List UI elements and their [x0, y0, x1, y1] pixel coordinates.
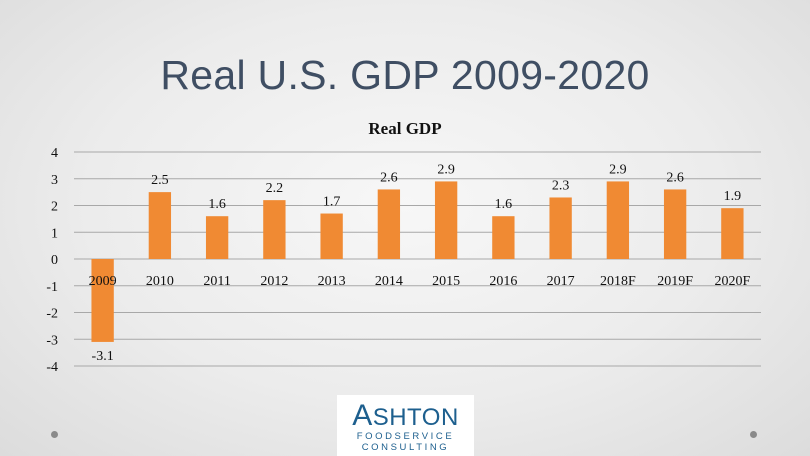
data-label: 2.5 [151, 173, 169, 188]
x-tick-label: 2014 [375, 274, 403, 289]
x-tick-label: 2013 [318, 274, 346, 289]
data-label: 2.9 [609, 162, 627, 177]
bar-2020F [721, 208, 744, 259]
bar-2013 [320, 213, 343, 259]
y-tick-label: 4 [51, 146, 58, 161]
bar-2019F [663, 189, 687, 259]
x-tick-label: 2019F [657, 274, 693, 289]
x-tick-label: 2010 [146, 274, 174, 289]
bar-2012 [263, 200, 286, 259]
x-tick-label: 2015 [432, 274, 460, 289]
data-label: 2.9 [437, 162, 455, 177]
y-tick-label: 3 [51, 173, 58, 188]
logo-wordmark: ASHTON [352, 399, 459, 432]
y-tick-label: -1 [46, 280, 58, 295]
bar-2017 [549, 197, 572, 259]
slide-title: Real U.S. GDP 2009-2020 [160, 52, 650, 98]
x-tick-label: 2011 [203, 274, 230, 289]
bar-2009 [91, 259, 114, 342]
data-label: 1.7 [323, 195, 341, 210]
data-label: -3.1 [92, 349, 114, 364]
x-tick-label: 2009 [89, 274, 117, 289]
bar-2010 [148, 192, 172, 259]
x-tick-label: 2020F [714, 274, 750, 289]
previous-slide-dot[interactable] [51, 431, 58, 438]
y-tick-label: -3 [46, 333, 58, 348]
y-tick-label: -4 [46, 360, 58, 375]
x-tick-label: 2016 [489, 274, 517, 289]
data-label: 2.2 [266, 181, 284, 196]
ashton-logo: ASHTON FOODSERVICE CONSULTING [337, 395, 474, 456]
data-label: 2.6 [380, 170, 398, 185]
bar-2011 [205, 216, 229, 259]
data-label: 1.6 [495, 197, 513, 212]
logo-tagline-1: FOODSERVICE [356, 431, 455, 442]
y-tick-label: 0 [51, 253, 58, 268]
x-tick-label: 2012 [260, 274, 288, 289]
x-tick-label: 2018F [600, 274, 636, 289]
logo-tagline-2: CONSULTING [361, 442, 450, 453]
x-tick-label: 2017 [547, 274, 575, 289]
data-label: 1.9 [724, 189, 742, 204]
y-tick-label: 2 [51, 200, 58, 215]
y-tick-label: 1 [51, 226, 58, 241]
data-label: 2.3 [552, 178, 570, 193]
bar-2018F [606, 181, 630, 259]
y-tick-label: -2 [46, 307, 58, 322]
bar-2016 [492, 216, 515, 259]
chart-title: Real GDP [368, 119, 441, 138]
next-slide-dot[interactable] [750, 431, 757, 438]
data-label: 2.6 [666, 170, 684, 185]
bar-2015 [434, 181, 458, 259]
bar-2014 [377, 189, 401, 259]
data-label: 1.6 [208, 197, 226, 212]
